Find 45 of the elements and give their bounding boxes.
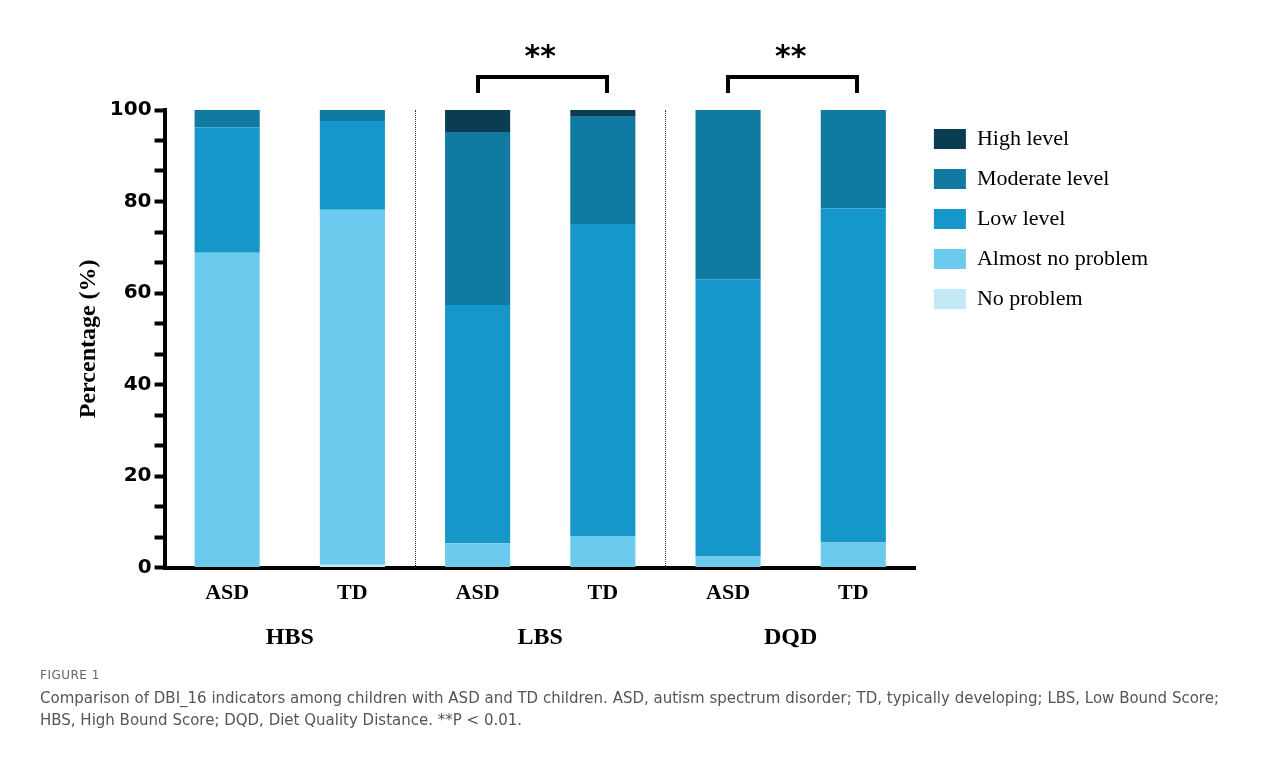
legend-label: Almost no problem [976,244,1149,270]
text: ** [774,37,807,73]
text: LBS [517,622,563,649]
bar [695,279,761,557]
bar [445,304,511,544]
bar [820,110,886,209]
caption: FIGURE 1 [40,668,101,682]
legend-label: Low level [976,204,1066,230]
bar [445,543,511,568]
x-tick-label: TD [587,579,619,605]
bar [194,252,260,568]
y-tick-label: 60 [123,279,152,304]
bar [570,223,636,537]
x-tick-label: ASD [455,579,500,605]
x-tick-label: ASD [205,579,250,605]
x-tick-label: TD [838,579,869,605]
text: ** [524,37,557,73]
bar [319,120,385,210]
bar [319,110,385,121]
bar [570,110,636,117]
x-tick-label: ASD [706,579,751,605]
bar [570,116,636,224]
bar [194,127,260,253]
bar [194,110,260,128]
text: Comparison of DBI_16 indicators among children with ASD and TD children. ASD, autism spectrum disorder; TD, typically developing; LBS, Low Bound Score; HBS, High Bound Score; DQD, Diet Quality Distance. **P < 0.01. [40,688,1220,731]
y-axis-title: Percentage (%) [73,259,100,419]
bar [445,110,511,132]
y-tick-label: 40 [123,370,152,395]
bar [319,209,385,565]
legend-label: No problem [976,284,1083,310]
y-tick-label: 100 [109,96,152,121]
x-tick-label: TD [337,579,368,605]
bar [570,536,636,568]
legend-label: High level [976,124,1070,150]
text: HBS [265,622,314,649]
legend-label: Moderate level [976,164,1110,190]
bar [820,542,886,568]
bar [695,110,761,280]
y-tick-label: 80 [123,187,152,212]
bar [695,556,761,568]
y-tick-label: 20 [123,462,152,487]
y-tick-label: 0 [137,553,152,578]
bar [445,131,511,305]
bar [820,208,886,543]
text: DQD [764,622,818,649]
